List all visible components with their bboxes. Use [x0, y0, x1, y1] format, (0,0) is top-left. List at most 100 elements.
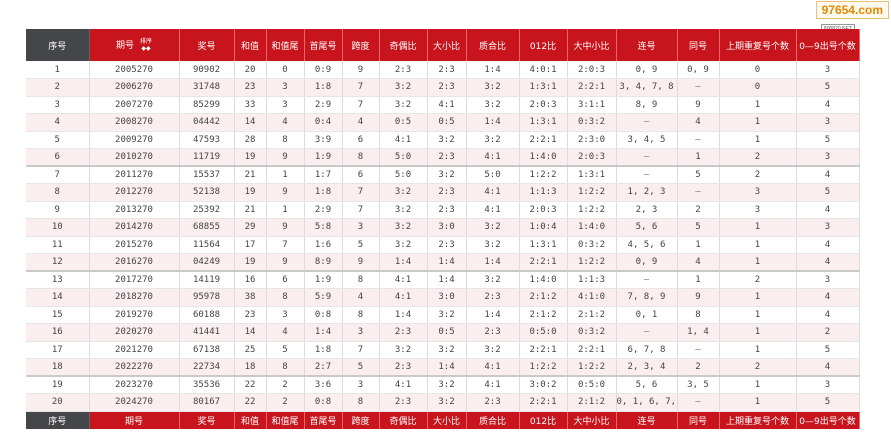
- table-cell: 4:1: [466, 148, 520, 167]
- table-cell: 3:2: [379, 341, 428, 359]
- table-cell: 2:2:1: [567, 341, 617, 359]
- table-row: 6 2010270 11719 19 9 1:9 8 5:0 2:3 4:1 1:4:0 2:0:3–…: [26, 148, 860, 167]
- table-cell: 4: [342, 113, 380, 132]
- table-cell: 2:3: [427, 201, 467, 219]
- table-cell: 1:9: [304, 148, 343, 167]
- table-cell: 1, 2, 3: [616, 183, 678, 202]
- table-cell: 1: [677, 148, 720, 167]
- table-cell: 4: [796, 253, 860, 272]
- table-cell: 90902: [179, 61, 235, 79]
- column-header: 奖号: [179, 29, 235, 61]
- table-cell: 0:3:2: [567, 323, 617, 342]
- table-cell: 4: [796, 166, 860, 184]
- table-cell: 18: [26, 358, 90, 377]
- footer-column-header: 上期重复号个数: [719, 411, 797, 429]
- table-cell: 0, 9: [677, 61, 720, 79]
- table-cell: –: [616, 166, 678, 184]
- table-cell: 2:3: [427, 236, 467, 254]
- table-cell: 8: [342, 393, 380, 412]
- column-header: 质合比: [466, 29, 520, 61]
- table-cell: 20: [26, 393, 90, 412]
- table-cell: 5:0: [466, 166, 520, 184]
- table-cell: 1:2:2: [567, 358, 617, 377]
- table-cell: 41441: [179, 323, 235, 342]
- table-cell: 2: [719, 148, 797, 167]
- table-cell: –: [616, 148, 678, 167]
- table-cell: 2022270: [89, 358, 180, 377]
- table-cell: 2:2:1: [519, 253, 568, 272]
- table-cell: 1:4: [466, 253, 520, 272]
- column-header: 大小比: [427, 29, 467, 61]
- table-cell: 5: [796, 183, 860, 202]
- table-cell: 11719: [179, 148, 235, 167]
- table-cell: 13: [26, 271, 90, 289]
- column-header: 同号: [677, 29, 720, 61]
- table-cell: 2:3: [427, 61, 467, 79]
- table-cell: 1:4: [427, 253, 467, 272]
- table-cell: 2:9: [304, 96, 343, 114]
- table-cell: 0:5: [427, 323, 467, 342]
- column-header-period-sortable[interactable]: 期号 排序 ◆◆: [89, 29, 180, 61]
- table-cell: 8: [342, 271, 380, 289]
- table-cell: 16: [234, 271, 267, 289]
- table-cell: 12: [26, 253, 90, 272]
- table-row: 19 2023270 35536 22 2 3:6 3 4:1 3:2 4:1 3:0:2 0:5:0…: [26, 376, 860, 394]
- table-cell: 2009270: [89, 131, 180, 149]
- table-cell: 0:8: [304, 306, 343, 324]
- sort-arrows-icon: ◆◆: [141, 45, 151, 52]
- table-cell: 5: [796, 78, 860, 97]
- table-cell: 9: [677, 96, 720, 114]
- sort-icon[interactable]: 排序 ◆◆: [140, 38, 152, 52]
- table-cell: 9: [677, 288, 720, 307]
- lottery-table-container: 序号 期号 排序 ◆◆ 奖号 和值 和值尾 首尾号 跨度 奇偶比 大小比 质合比 012比 大中小比 连号同…: [26, 29, 860, 429]
- table-cell: 2:3: [466, 393, 520, 412]
- table-cell: 4: [677, 113, 720, 132]
- table-cell: 3: [796, 148, 860, 167]
- column-header: 大中小比: [567, 29, 617, 61]
- table-cell: 38: [234, 288, 267, 307]
- footer-column-header: 大中小比: [567, 411, 617, 429]
- table-cell: 3:2: [427, 341, 467, 359]
- table-cell: 3:2: [427, 393, 467, 412]
- table-cell: 1: [719, 323, 797, 342]
- table-cell: 0:8: [304, 393, 343, 412]
- table-cell: 8, 9: [616, 96, 678, 114]
- table-cell: 4: [266, 113, 305, 132]
- table-cell: 1: [719, 341, 797, 359]
- table-cell: 1:4: [379, 306, 428, 324]
- table-cell: 2013270: [89, 201, 180, 219]
- table-cell: 3, 4, 7, 8: [616, 78, 678, 97]
- table-footer: 序号 期号 奖号 和值 和值尾 首尾号 跨度 奇偶比 大小比 质合比 012比 大中小比 连号 同号 上期重…: [26, 411, 860, 429]
- table-cell: 2014270: [89, 218, 180, 237]
- table-cell: 3:0:2: [519, 376, 568, 394]
- table-cell: 22: [234, 393, 267, 412]
- table-cell: 7: [342, 183, 380, 202]
- table-cell: 0:9: [304, 61, 343, 79]
- footer-row: 序号 期号 奖号 和值 和值尾 首尾号 跨度 奇偶比 大小比 质合比 012比 大中小比 连号 同号 上期重…: [26, 411, 860, 429]
- table-cell: 60188: [179, 306, 235, 324]
- table-cell: 4:1: [466, 358, 520, 377]
- table-cell: 2010270: [89, 148, 180, 167]
- table-row: 14 2018270 95978 38 8 5:9 4 4:1 3:0 2:3 2:1:2 4:1:0…: [26, 288, 860, 307]
- table-cell: 4:1: [466, 183, 520, 202]
- table-cell: 14: [234, 323, 267, 342]
- table-cell: 2: [266, 376, 305, 394]
- column-header: 序号: [26, 29, 90, 61]
- table-cell: 1:4: [427, 271, 467, 289]
- column-header: 0—9出号个数: [796, 29, 860, 61]
- table-cell: 4:1: [466, 201, 520, 219]
- table-cell: 31748: [179, 78, 235, 97]
- table-body: 1 2005270 90902 20 0 0:9 9 2:3 2:3 1:4 4:0:1 2:0:3 0…: [26, 61, 860, 412]
- table-cell: 3:2: [379, 218, 428, 237]
- table-cell: 35536: [179, 376, 235, 394]
- table-cell: 1:4: [466, 61, 520, 79]
- table-cell: 8:9: [304, 253, 343, 272]
- table-cell: 2: [719, 166, 797, 184]
- table-cell: 3: [796, 113, 860, 132]
- footer-column-header: 跨度: [342, 411, 380, 429]
- table-cell: 4:1: [379, 376, 428, 394]
- table-row: 16 2020270 41441 14 4 1:4 3 2:3 0:5 2:3 0:5:0 0:3:2…: [26, 323, 860, 342]
- header-row: 序号 期号 排序 ◆◆ 奖号 和值 和值尾 首尾号 跨度 奇偶比 大小比 质合比 012比 大中小比 连号同…: [26, 29, 860, 61]
- table-cell: 1:2:2: [567, 253, 617, 272]
- table-cell: 2:0:3: [519, 201, 568, 219]
